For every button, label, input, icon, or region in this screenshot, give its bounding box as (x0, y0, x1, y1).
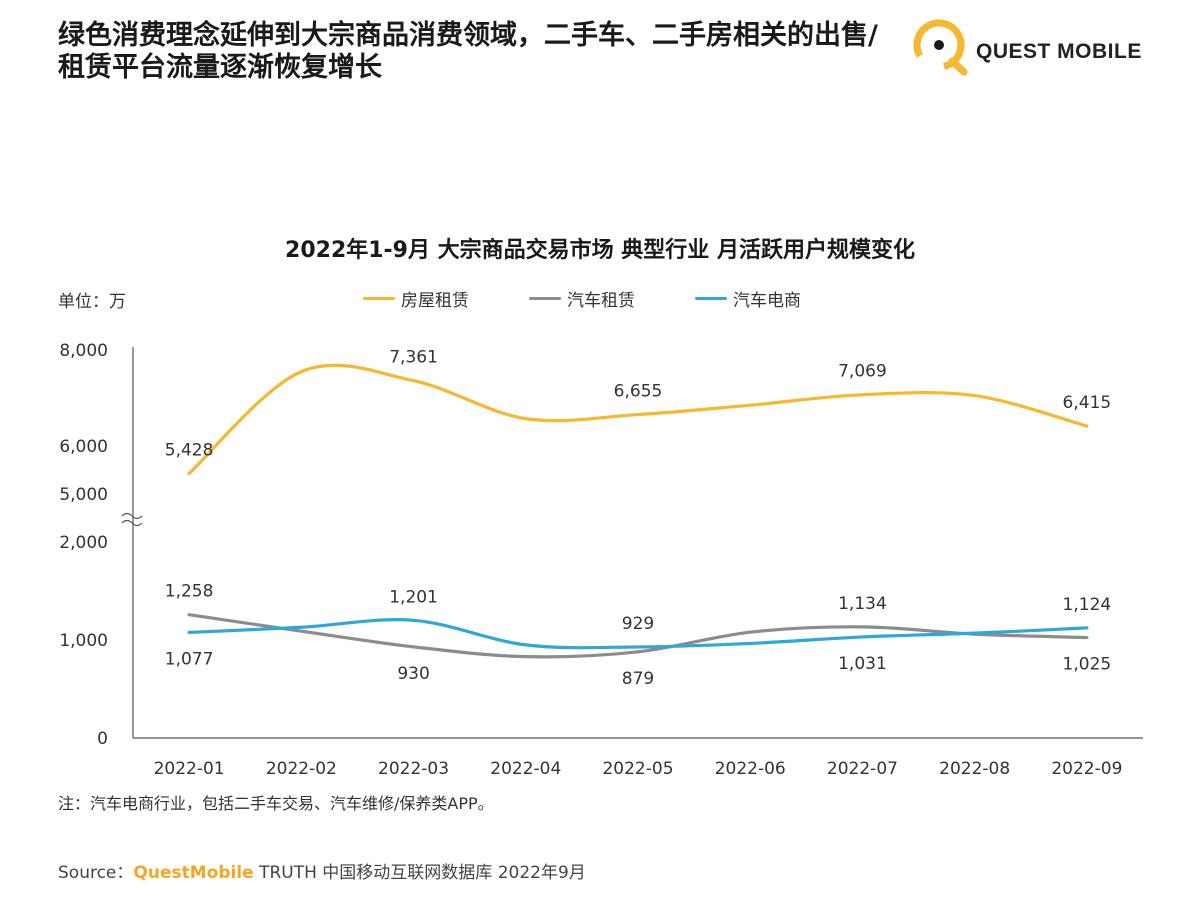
brand-name: QUEST MOBILE (976, 40, 1142, 63)
data-label-car-rental: 930 (397, 664, 429, 684)
legend-label-car-rental: 汽车租赁 (567, 291, 635, 311)
x-tick-label: 2022-05 (602, 759, 673, 779)
source-brand: QuestMobile (133, 863, 254, 883)
legend-item-car-rental: 汽车租赁 (529, 286, 635, 311)
data-label-car-ecom: 1,031 (838, 654, 887, 674)
data-label-car-rental: 1,025 (1063, 655, 1112, 675)
x-tick-label: 2022-06 (715, 759, 786, 779)
y-tick-label: 8,000 (59, 341, 108, 361)
source-rest: TRUTH 中国移动互联网数据库 2022年9月 (253, 863, 586, 883)
data-label-house: 7,361 (389, 348, 438, 368)
axis-break-mark (121, 512, 143, 527)
data-label-house: 7,069 (838, 362, 887, 382)
y-tick-label: 6,000 (59, 437, 108, 457)
legend-swatch-car-rental (529, 297, 561, 300)
legend-item-car-ecom: 汽车电商 (695, 286, 801, 311)
data-label-car-rental: 879 (622, 669, 654, 689)
source-line: Source：QuestMobile TRUTH 中国移动互联网数据库 2022… (58, 858, 586, 883)
data-label-car-ecom: 929 (622, 614, 654, 634)
series-line-car-ecom (187, 618, 1089, 650)
chart-title: 2022年1-9月 大宗商品交易市场 典型行业 月活跃用户规模变化 (285, 238, 915, 263)
x-tick-label: 2022-03 (378, 759, 449, 779)
y-tick-label: 2,000 (59, 533, 108, 553)
source-prefix: Source： (58, 863, 134, 883)
legend-item-house: 房屋租赁 (363, 286, 469, 311)
x-tick-label: 2022-08 (939, 759, 1010, 779)
x-tick-label: 2022-04 (490, 759, 561, 779)
x-tick-label: 2022-01 (154, 759, 225, 779)
y-tick-label: 1,000 (59, 631, 108, 651)
data-label-car-ecom: 1,124 (1063, 595, 1112, 615)
y-tick-label: 0 (97, 729, 108, 749)
data-label-car-ecom: 1,077 (165, 649, 214, 669)
series-line-car-rental (187, 613, 1089, 659)
data-label-house: 5,428 (165, 440, 214, 460)
questmobile-logo-icon (913, 19, 968, 76)
slide-title: 绿色消费理念延伸到大宗商品消费领域，二手车、二手房相关的出售/租赁平台流量逐渐恢… (58, 20, 878, 83)
footnote: 注：汽车电商行业，包括二手车交易、汽车维修/保养类APP。 (58, 794, 494, 813)
legend-label-car-ecom: 汽车电商 (733, 291, 801, 311)
brand-logo: QUEST MOBILE (908, 14, 1158, 76)
data-label-car-ecom: 1,201 (389, 587, 438, 607)
series-line-house (187, 363, 1089, 476)
data-label-house: 6,415 (1063, 393, 1112, 413)
data-label-car-rental: 1,134 (838, 594, 887, 614)
data-label-house: 6,655 (614, 382, 663, 402)
x-tick-label: 2022-07 (827, 759, 898, 779)
x-tick-label: 2022-02 (266, 759, 337, 779)
chart-legend: 房屋租赁 汽车租赁 汽车电商 (363, 286, 801, 311)
legend-swatch-car-ecom (695, 297, 727, 300)
x-tick-label: 2022-09 (1051, 759, 1122, 779)
y-tick-label: 5,000 (59, 485, 108, 505)
data-label-car-rental: 1,258 (165, 582, 214, 602)
legend-swatch-house (363, 297, 395, 300)
legend-label-house: 房屋租赁 (401, 291, 469, 311)
unit-label: 单位：万 (58, 292, 126, 312)
